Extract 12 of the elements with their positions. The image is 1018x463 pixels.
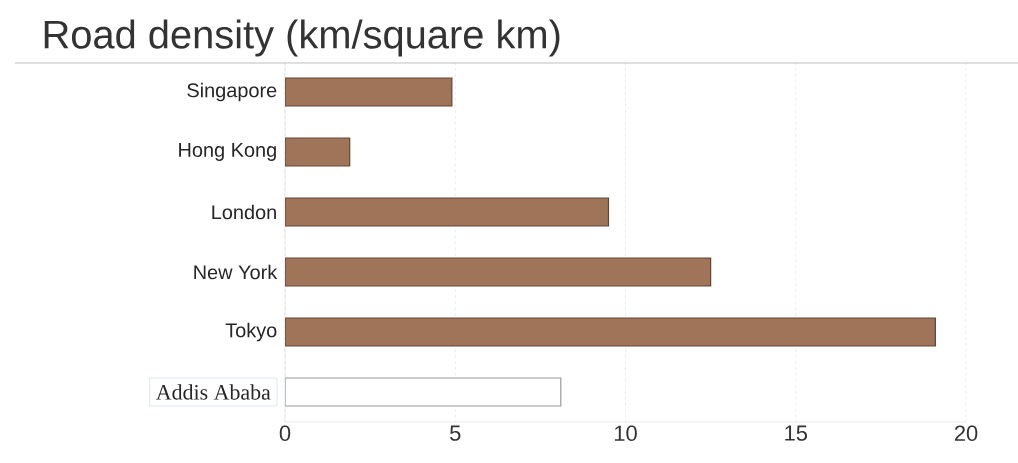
y-tick-label: New York (194, 264, 278, 280)
y-tick-label: Addis Ababa (156, 384, 271, 400)
y-tick-label: Tokyo (225, 322, 277, 342)
y-tick-label: London (212, 204, 276, 220)
x-tick-label: 0 (279, 425, 291, 442)
x-tick-label: 20 (954, 425, 978, 442)
y-tick-label: Hong Kong (179, 143, 276, 161)
chart-title: Road density (km/square km) (44, 19, 560, 57)
x-tick-label: 10 (614, 425, 637, 442)
x-tick-label: 5 (450, 425, 461, 441)
x-tick-label: 15 (785, 425, 808, 441)
y-tick-label: Singapore (187, 82, 277, 102)
